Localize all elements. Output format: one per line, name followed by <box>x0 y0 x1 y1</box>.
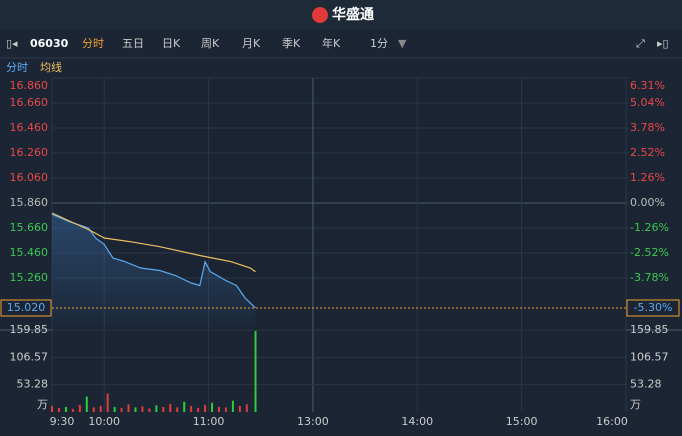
volume-bar <box>176 407 179 412</box>
price-line <box>51 213 256 309</box>
period-tab[interactable]: 日K <box>162 37 181 50</box>
volume-bar <box>211 402 214 412</box>
volume-bar <box>245 404 248 412</box>
volume-bar <box>120 407 123 412</box>
period-tab[interactable]: 周K <box>201 37 220 50</box>
y-tick-label: 106.57 <box>10 350 49 363</box>
period-tab[interactable]: 五日 <box>122 37 144 50</box>
legend-entry[interactable]: 分时 <box>6 61 28 74</box>
x-tick-label: 9:30 <box>50 415 75 428</box>
y2-tick-label: 0.00% <box>630 196 665 209</box>
y2-tick-label: 6.31% <box>630 79 665 92</box>
y2-tick-label: -2.52% <box>630 246 669 259</box>
volume-bar <box>106 393 109 412</box>
y-tick-label: 15.260 <box>10 271 49 284</box>
average-line <box>51 212 256 273</box>
volume-bar <box>64 406 67 412</box>
volume-bar <box>85 396 88 412</box>
volume-bar <box>183 401 186 412</box>
volume-bar <box>57 407 60 412</box>
period-tab[interactable]: 季K <box>282 37 301 50</box>
y2-tick-label: 106.57 <box>630 350 669 363</box>
volume-bar <box>134 407 137 412</box>
volume-unit: 万 <box>37 398 48 411</box>
y2-tick-label: 1.26% <box>630 171 665 184</box>
volume-bar <box>127 404 130 412</box>
volume-bar <box>231 400 234 412</box>
y-tick-label: 159.85 <box>10 323 49 336</box>
last-price-label: 15.020 <box>7 301 46 314</box>
volume-bar <box>238 405 241 412</box>
dropdown-arrow[interactable]: ▼ <box>398 37 407 50</box>
y2-tick-label: 53.28 <box>630 378 662 391</box>
volume-bar <box>71 408 74 412</box>
volume-bar <box>217 406 220 412</box>
period-tab[interactable]: 月K <box>242 37 261 50</box>
brand-logo <box>312 7 328 23</box>
volume-bar <box>78 404 81 412</box>
y-tick-label: 16.460 <box>10 121 49 134</box>
y2-tick-label: 159.85 <box>630 323 669 336</box>
volume-bar <box>197 407 200 412</box>
volume-bar <box>169 403 172 412</box>
volume-bar <box>113 406 116 412</box>
x-tick-label: 14:00 <box>401 415 433 428</box>
volume-bar <box>224 407 227 412</box>
toolbar <box>0 30 682 58</box>
x-tick-label: 10:00 <box>88 415 120 428</box>
legend-entry[interactable]: 均线 <box>40 60 62 74</box>
y2-tick-label: 5.04% <box>630 96 665 109</box>
y2-tick-label: -1.26% <box>630 221 669 234</box>
volume-unit: 万 <box>630 398 641 411</box>
last-change-label: -5.30% <box>634 301 673 314</box>
volume-bar <box>155 405 158 412</box>
volume-bar <box>99 405 102 412</box>
y-tick-label: 15.460 <box>10 246 49 259</box>
x-tick-label: 15:00 <box>506 415 538 428</box>
y-tick-label: 16.860 <box>10 79 49 92</box>
stock-code: 06030 <box>30 37 69 50</box>
volume-bar <box>148 408 151 412</box>
price-area <box>52 214 256 328</box>
title-bar <box>0 0 682 30</box>
volume-bar <box>254 330 257 412</box>
x-tick-label: 11:00 <box>193 415 225 428</box>
expand-icon[interactable]: ▸▯ <box>657 37 669 50</box>
last-change-box <box>626 299 680 317</box>
collapse-icon[interactable]: ▯◂ <box>6 37 18 50</box>
y-tick-label: 16.260 <box>10 146 49 159</box>
y2-tick-label: -3.78% <box>630 271 669 284</box>
y2-tick-label: 2.52% <box>630 146 665 159</box>
volume-bar <box>141 406 144 412</box>
y-tick-label: 53.28 <box>17 378 49 391</box>
brand: 华盛通 <box>332 6 374 23</box>
period-tab[interactable]: 分时 <box>82 37 104 50</box>
volume-bar <box>190 405 193 412</box>
period-tab[interactable]: 年K <box>322 36 341 50</box>
volume-bar <box>92 407 95 412</box>
y2-tick-label: 3.78% <box>630 121 665 134</box>
volume-bar <box>204 404 207 412</box>
y-tick-label: 16.660 <box>10 96 49 109</box>
y-tick-label: 15.860 <box>10 196 49 209</box>
volume-bar <box>162 406 165 412</box>
last-price-box <box>0 299 52 317</box>
x-tick-label: 16:00 <box>596 415 628 428</box>
x-tick-label: 13:00 <box>297 415 329 428</box>
period-tab[interactable]: 1分 <box>370 37 388 50</box>
y-tick-label: 15.660 <box>10 221 49 234</box>
y-tick-label: 16.060 <box>10 171 49 184</box>
volume-bar <box>51 405 53 412</box>
fullscreen-icon[interactable]: ⤢ <box>636 37 645 50</box>
